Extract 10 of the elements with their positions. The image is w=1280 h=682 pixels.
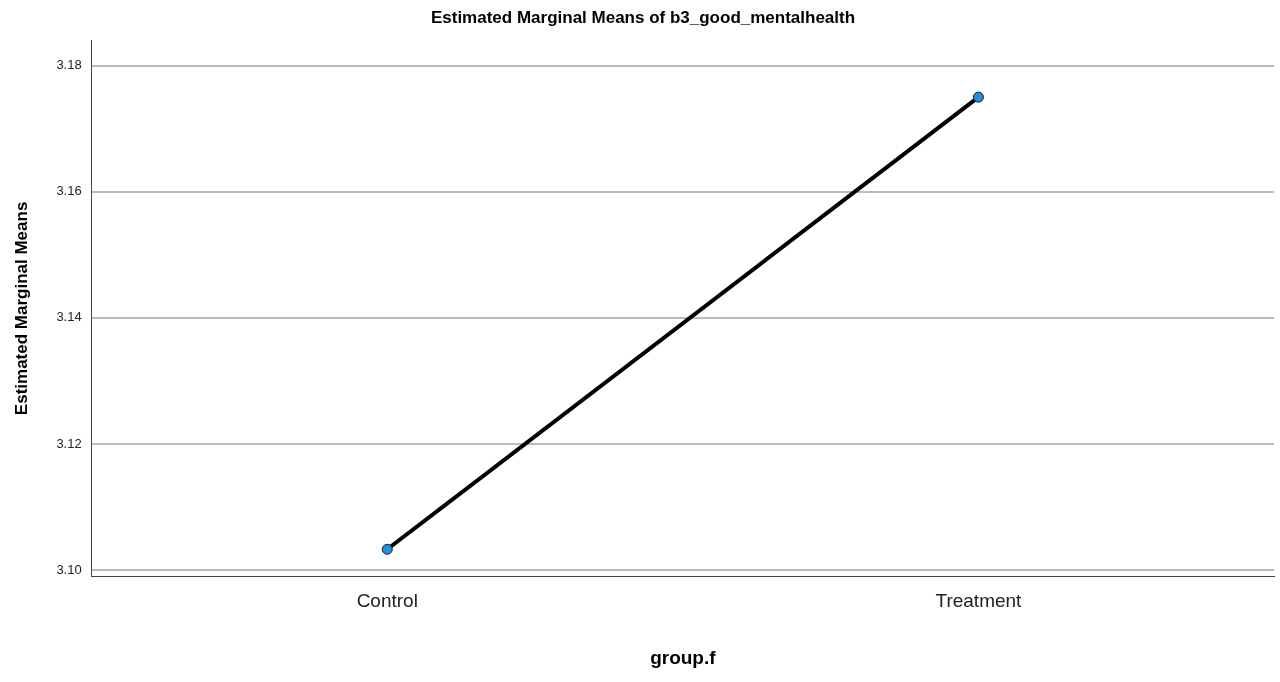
y-tick-label: 3.16	[56, 183, 82, 199]
x-tick-label: Treatment	[935, 590, 1023, 612]
x-tick-label: Control	[356, 590, 418, 612]
x-axis-title: group.f	[650, 646, 717, 668]
y-tick-label: 3.14	[56, 309, 82, 325]
y-tick-label: 3.12	[56, 435, 82, 451]
y-axis-title: Estimated Marginal Means	[11, 201, 31, 416]
y-tick-label: 3.18	[56, 57, 82, 73]
chart-title: Estimated Marginal Means of b3_good_mentalhealth	[430, 7, 856, 27]
y-tick-label: 3.10	[56, 561, 82, 577]
